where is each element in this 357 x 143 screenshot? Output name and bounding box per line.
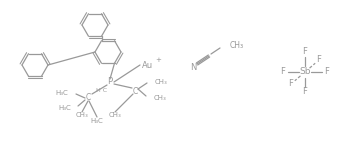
Text: N: N xyxy=(190,62,196,72)
Text: Sb: Sb xyxy=(299,67,311,77)
Text: H C: H C xyxy=(96,88,107,93)
Text: C: C xyxy=(132,87,138,96)
Text: +: + xyxy=(155,57,161,63)
Text: F: F xyxy=(303,47,307,56)
Text: F: F xyxy=(288,80,293,89)
Text: F: F xyxy=(317,55,321,64)
Text: CH₃: CH₃ xyxy=(155,79,168,85)
Text: H₃C: H₃C xyxy=(55,90,68,96)
Text: P: P xyxy=(107,78,112,87)
Text: CH₃: CH₃ xyxy=(76,112,89,118)
Text: H₃C: H₃C xyxy=(58,105,71,111)
Text: Au: Au xyxy=(142,60,154,69)
Text: CH₃: CH₃ xyxy=(154,95,167,101)
Text: CH₃: CH₃ xyxy=(230,40,244,49)
Text: F: F xyxy=(281,67,286,77)
Text: CH₃: CH₃ xyxy=(109,112,121,118)
Text: C: C xyxy=(85,94,91,103)
Text: F: F xyxy=(303,88,307,97)
Text: F: F xyxy=(325,67,330,77)
Text: H₃C: H₃C xyxy=(91,118,104,124)
